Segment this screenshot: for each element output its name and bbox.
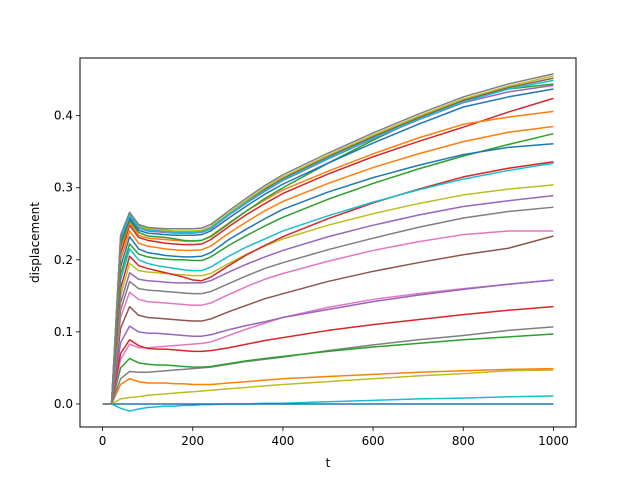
series-line-6: [102, 333, 554, 405]
series-line-9: [102, 279, 554, 405]
series-layer: [102, 73, 554, 412]
series-line-7: [102, 279, 554, 405]
series-line-4: [102, 367, 554, 405]
y-axis-label: displacement: [28, 202, 42, 283]
series-line-16: [102, 162, 554, 405]
series-line-28: [102, 73, 554, 405]
y-axis: 0.0 0.1 0.2 0.3 0.4: [54, 109, 80, 411]
y-tick-label: 0.1: [54, 325, 73, 339]
series-line-12: [102, 206, 554, 405]
x-axis-label: t: [326, 456, 331, 470]
series-line-20: [102, 97, 554, 405]
series-line-17: [102, 132, 554, 405]
series-line-13: [102, 194, 554, 405]
series-line-3: [102, 369, 554, 405]
x-tick-label: 600: [362, 434, 385, 448]
series-line-23: [102, 88, 554, 405]
series-line-10: [102, 235, 554, 405]
series-line-8: [102, 305, 554, 405]
series-line-11: [102, 230, 554, 405]
x-tick-label: 1000: [538, 434, 569, 448]
x-tick-label: 800: [452, 434, 475, 448]
x-tick-label: 400: [271, 434, 294, 448]
plot-area: [102, 73, 554, 412]
x-tick-label: 200: [181, 434, 204, 448]
series-line-27: [102, 79, 554, 405]
x-tick-label: 0: [99, 434, 107, 448]
y-tick-label: 0.0: [54, 397, 73, 411]
x-axis: 0 200 400 600 800 1000: [99, 427, 569, 448]
series-line-14: [102, 184, 554, 405]
y-tick-label: 0.3: [54, 181, 73, 195]
series-line-18: [102, 143, 554, 405]
series-line-26: [102, 75, 554, 405]
y-tick-label: 0.2: [54, 253, 73, 267]
series-line-19: [102, 125, 554, 405]
axes-frame: [79, 57, 577, 428]
y-tick-label: 0.4: [54, 109, 73, 123]
